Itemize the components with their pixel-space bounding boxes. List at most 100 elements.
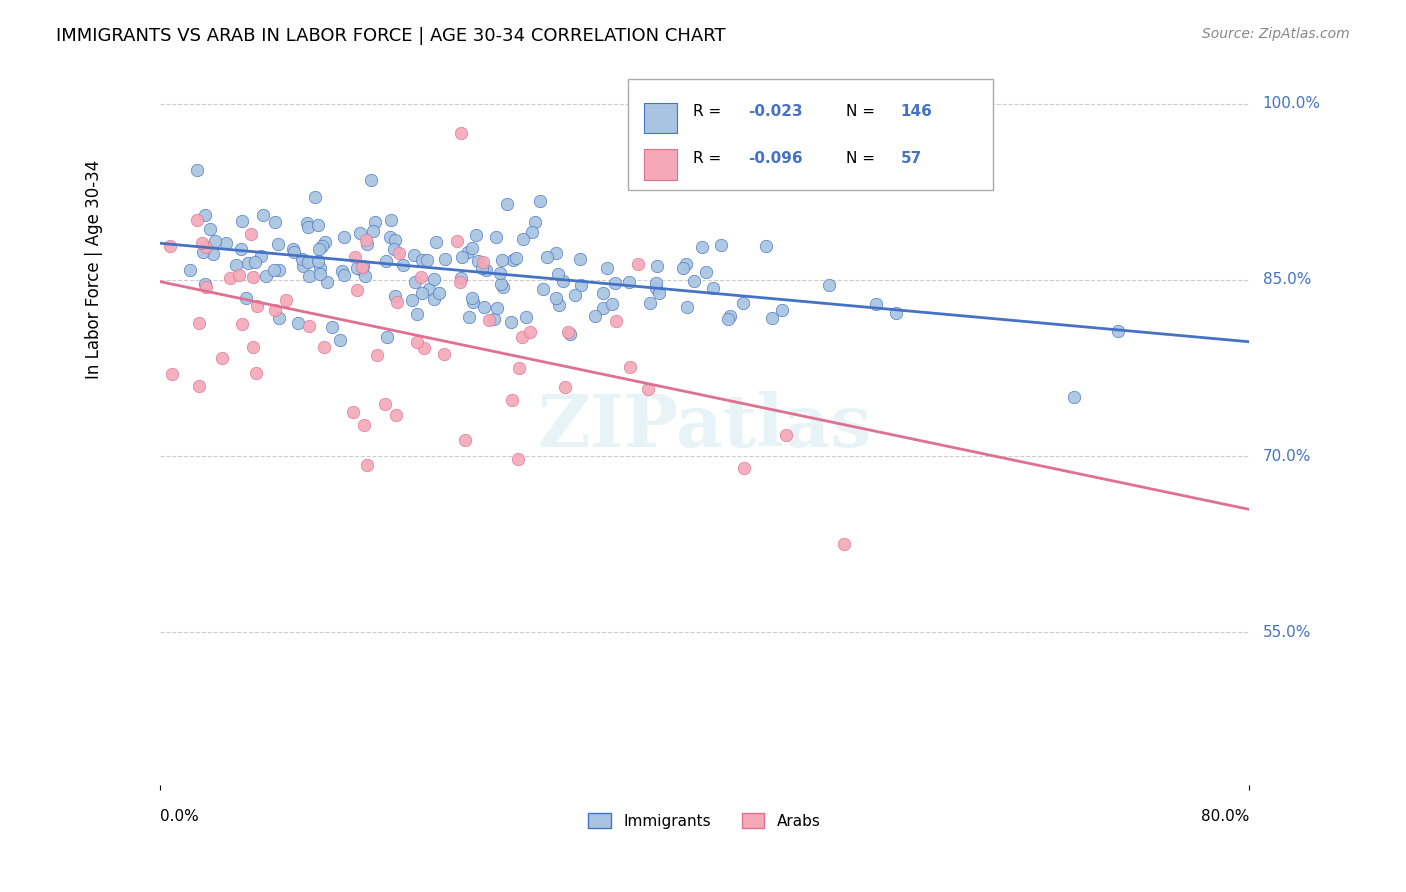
- Point: [433, 347, 456, 361]
- Text: 55.0%: 55.0%: [1263, 625, 1310, 640]
- Text: 57: 57: [900, 151, 922, 166]
- Point: [231, 214, 253, 228]
- Point: [676, 300, 699, 314]
- Text: Source: ZipAtlas.com: Source: ZipAtlas.com: [1202, 27, 1350, 41]
- Point: [229, 243, 252, 257]
- Point: [228, 268, 250, 282]
- Point: [512, 232, 534, 246]
- Point: [832, 537, 855, 551]
- Point: [718, 309, 741, 323]
- Point: [884, 306, 907, 320]
- Point: [645, 281, 668, 295]
- Point: [458, 310, 481, 324]
- Text: 85.0%: 85.0%: [1263, 272, 1310, 287]
- Point: [592, 301, 614, 315]
- Point: [354, 268, 377, 283]
- Bar: [644, 103, 678, 133]
- Point: [316, 275, 339, 289]
- Point: [195, 240, 218, 254]
- Point: [502, 253, 524, 268]
- Point: [344, 250, 367, 264]
- Point: [361, 224, 384, 238]
- Point: [478, 313, 501, 327]
- Point: [274, 293, 297, 307]
- Point: [201, 247, 224, 261]
- Point: [485, 301, 508, 315]
- Point: [267, 310, 290, 325]
- Point: [605, 276, 627, 290]
- Point: [690, 240, 713, 254]
- Point: [211, 351, 233, 365]
- Point: [298, 268, 321, 283]
- Text: N =: N =: [846, 151, 880, 166]
- Point: [374, 253, 396, 268]
- Bar: [644, 150, 678, 179]
- Point: [427, 285, 450, 300]
- Point: [484, 311, 506, 326]
- Point: [330, 264, 353, 278]
- Point: [191, 236, 214, 251]
- Point: [269, 262, 291, 277]
- Point: [583, 310, 606, 324]
- Point: [321, 319, 343, 334]
- Point: [245, 366, 267, 380]
- Text: ZIPatlas: ZIPatlas: [537, 392, 872, 462]
- Point: [454, 433, 477, 447]
- Point: [519, 325, 541, 339]
- Point: [225, 258, 247, 272]
- Point: [308, 242, 330, 256]
- Point: [281, 243, 304, 257]
- Point: [352, 259, 374, 273]
- Point: [246, 299, 269, 313]
- Point: [349, 226, 371, 240]
- Point: [1107, 325, 1129, 339]
- Point: [312, 340, 335, 354]
- Point: [461, 241, 484, 255]
- Point: [159, 238, 181, 252]
- Point: [194, 280, 217, 294]
- Point: [380, 212, 402, 227]
- Point: [283, 244, 305, 259]
- Text: 100.0%: 100.0%: [1263, 96, 1320, 112]
- Point: [411, 253, 433, 268]
- Point: [412, 341, 434, 355]
- Point: [329, 333, 352, 347]
- Point: [733, 461, 755, 475]
- Point: [406, 335, 429, 350]
- Point: [449, 276, 471, 290]
- Point: [404, 275, 426, 289]
- Point: [353, 418, 375, 433]
- Point: [179, 263, 201, 277]
- Point: [382, 242, 405, 256]
- Point: [529, 194, 551, 209]
- Point: [231, 317, 253, 331]
- Point: [242, 340, 264, 354]
- Point: [332, 229, 354, 244]
- Point: [385, 294, 408, 309]
- Point: [523, 215, 546, 229]
- Point: [446, 234, 468, 248]
- Point: [605, 314, 627, 328]
- Point: [564, 288, 586, 302]
- Text: 80.0%: 80.0%: [1201, 808, 1249, 823]
- Point: [346, 260, 368, 275]
- Point: [388, 246, 411, 260]
- Point: [194, 208, 217, 222]
- Point: [423, 271, 446, 285]
- Point: [489, 277, 512, 292]
- Point: [342, 405, 364, 419]
- Text: 0.0%: 0.0%: [160, 808, 198, 823]
- Point: [292, 259, 315, 273]
- Point: [254, 269, 277, 284]
- Point: [346, 284, 368, 298]
- Point: [558, 326, 581, 341]
- Point: [309, 268, 332, 282]
- Point: [865, 297, 887, 311]
- Point: [314, 235, 336, 249]
- Point: [600, 296, 623, 310]
- Point: [672, 261, 695, 276]
- Point: [508, 360, 530, 375]
- Point: [191, 245, 214, 260]
- Point: [546, 245, 568, 260]
- Point: [569, 278, 592, 293]
